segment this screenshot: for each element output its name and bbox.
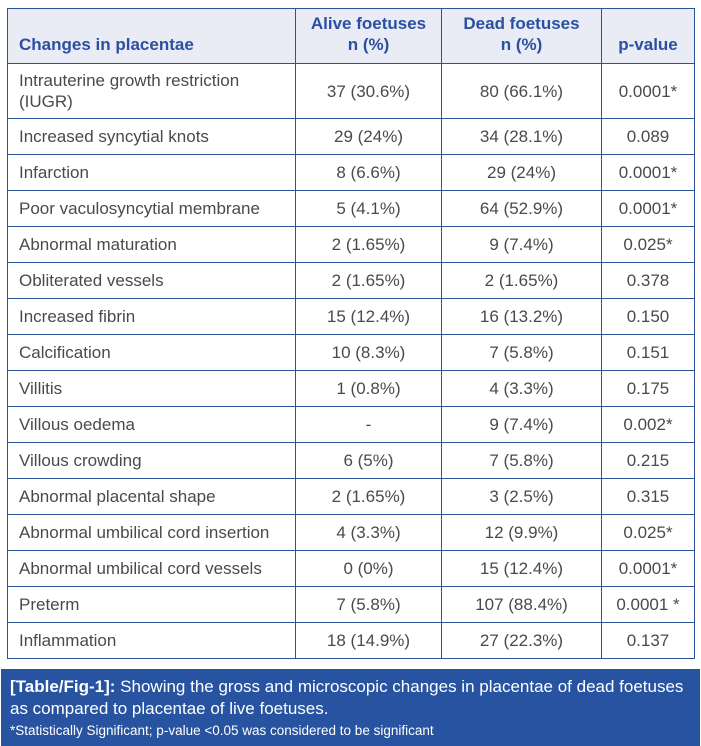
table-row: Poor vaculosyncytial membrane 5 (4.1%) 64 … — [7, 190, 695, 227]
cell-alive-n-pct: 5 (4.1%) — [295, 190, 442, 227]
cell-p-value: 0.150 — [601, 298, 695, 335]
table-header: Changes in placentae Alive foetuses n (%… — [7, 8, 695, 64]
cell-dead-n-pct: 107 (88.4%) — [441, 586, 602, 623]
cell-alive-n-pct: 1 (0.8%) — [295, 370, 442, 407]
cell-p-value: 0.025* — [601, 514, 695, 551]
cell-change: Abnormal umbilical cord insertion — [7, 514, 296, 551]
table-row: Inflammation 18 (14.9%) 27 (22.3%) 0.137 — [7, 622, 695, 659]
cell-p-value: 0.175 — [601, 370, 695, 407]
cell-alive-n-pct: 29 (24%) — [295, 118, 442, 155]
cell-dead-n-pct: 80 (66.1%) — [441, 63, 602, 119]
cell-p-value: 0.137 — [601, 622, 695, 659]
cell-alive-n-pct: - — [295, 406, 442, 443]
cell-p-value: 0.0001 * — [601, 586, 695, 623]
cell-change: Obliterated vessels — [7, 262, 296, 299]
table-row: Infarction 8 (6.6%) 29 (24%) 0.0001* — [7, 154, 695, 191]
cell-alive-n-pct: 37 (30.6%) — [295, 63, 442, 119]
cell-dead-n-pct: 16 (13.2%) — [441, 298, 602, 335]
table-row: Preterm 7 (5.8%) 107 (88.4%) 0.0001 * — [7, 586, 695, 623]
figure-caption: [Table/Fig-1]: Showing the gross and mic… — [10, 676, 691, 720]
cell-alive-n-pct: 15 (12.4%) — [295, 298, 442, 335]
cell-change: Abnormal placental shape — [7, 478, 296, 515]
cell-dead-n-pct: 29 (24%) — [441, 154, 602, 191]
table-row: Abnormal placental shape 2 (1.65%) 3 (2.5%… — [7, 478, 695, 515]
cell-alive-n-pct: 7 (5.8%) — [295, 586, 442, 623]
cell-alive-n-pct: 4 (3.3%) — [295, 514, 442, 551]
cell-alive-n-pct: 2 (1.65%) — [295, 478, 442, 515]
table-row: Obliterated vessels 2 (1.65%) 2 (1.65%) 0.3… — [7, 262, 695, 299]
cell-dead-n-pct: 4 (3.3%) — [441, 370, 602, 407]
cell-dead-n-pct: 2 (1.65%) — [441, 262, 602, 299]
cell-p-value: 0.315 — [601, 478, 695, 515]
caption-label: [Table/Fig-1]: — [10, 677, 116, 696]
cell-alive-n-pct: 2 (1.65%) — [295, 262, 442, 299]
cell-dead-n-pct: 15 (12.4%) — [441, 550, 602, 587]
cell-change: Villous oedema — [7, 406, 296, 443]
cell-change: Increased syncytial knots — [7, 118, 296, 155]
cell-dead-n-pct: 9 (7.4%) — [441, 226, 602, 263]
cell-dead-n-pct: 34 (28.1%) — [441, 118, 602, 155]
table-row: Abnormal umbilical cord insertion 4 (3.3%… — [7, 514, 695, 551]
cell-change: Calcification — [7, 334, 296, 371]
cell-dead-n-pct: 3 (2.5%) — [441, 478, 602, 515]
table-row: Increased fibrin 15 (12.4%) 16 (13.2%) 0.15… — [7, 298, 695, 335]
cell-change: Abnormal umbilical cord vessels — [7, 550, 296, 587]
cell-change: Poor vaculosyncytial membrane — [7, 190, 296, 227]
caption-text: Showing the gross and microscopic change… — [10, 677, 684, 718]
table-row: Villous crowding 6 (5%) 7 (5.8%) 0.215 — [7, 442, 695, 479]
cell-alive-n-pct: 6 (5%) — [295, 442, 442, 479]
table-row: Villitis 1 (0.8%) 4 (3.3%) 0.175 — [7, 370, 695, 407]
cell-change: Increased fibrin — [7, 298, 296, 335]
cell-alive-n-pct: 2 (1.65%) — [295, 226, 442, 263]
cell-dead-n-pct: 7 (5.8%) — [441, 442, 602, 479]
cell-change: Abnormal maturation — [7, 226, 296, 263]
caption-footnote: *Statistically Significant; p-value <0.0… — [10, 723, 434, 738]
cell-p-value: 0.025* — [601, 226, 695, 263]
cell-dead-n-pct: 7 (5.8%) — [441, 334, 602, 371]
figure-caption-block: [Table/Fig-1]: Showing the gross and mic… — [1, 669, 700, 746]
cell-alive-n-pct: 10 (8.3%) — [295, 334, 442, 371]
table-row: Villous oedema -9 (7.4%) 0.002* — [7, 406, 695, 443]
table-row: Abnormal maturation 2 (1.65%) 9 (7.4%) 0.02… — [7, 226, 695, 263]
header-p-value: p-value — [601, 8, 695, 64]
table-row: Increased syncytial knots 29 (24%) 34 (28.… — [7, 118, 695, 155]
cell-p-value: 0.151 — [601, 334, 695, 371]
cell-p-value: 0.378 — [601, 262, 695, 299]
table-body: Intrauterine growth restriction (IUGR) 37… — [7, 63, 695, 659]
cell-change: Inflammation — [7, 622, 296, 659]
header-dead-foetuses: Dead foetuses n (%) — [441, 8, 602, 64]
cell-p-value: 0.002* — [601, 406, 695, 443]
cell-alive-n-pct: 18 (14.9%) — [295, 622, 442, 659]
table-row: Abnormal umbilical cord vessels 0 (0%) 15 … — [7, 550, 695, 587]
cell-change: Villous crowding — [7, 442, 296, 479]
cell-p-value: 0.0001* — [601, 154, 695, 191]
cell-alive-n-pct: 8 (6.6%) — [295, 154, 442, 191]
cell-p-value: 0.0001* — [601, 190, 695, 227]
cell-p-value: 0.089 — [601, 118, 695, 155]
header-alive-foetuses: Alive foetuses n (%) — [295, 8, 442, 64]
header-changes-in-placentae: Changes in placentae — [7, 8, 296, 64]
cell-dead-n-pct: 12 (9.9%) — [441, 514, 602, 551]
placentae-changes-table: Changes in placentae Alive foetuses n (%… — [7, 8, 695, 659]
cell-change: Intrauterine growth restriction (IUGR) — [7, 63, 296, 119]
table-row: Intrauterine growth restriction (IUGR) 37… — [7, 63, 695, 119]
cell-dead-n-pct: 64 (52.9%) — [441, 190, 602, 227]
cell-p-value: 0.0001* — [601, 550, 695, 587]
cell-p-value: 0.0001* — [601, 63, 695, 119]
cell-change: Preterm — [7, 586, 296, 623]
header-row: Changes in placentae Alive foetuses n (%… — [7, 8, 695, 64]
cell-change: Villitis — [7, 370, 296, 407]
cell-dead-n-pct: 27 (22.3%) — [441, 622, 602, 659]
cell-alive-n-pct: 0 (0%) — [295, 550, 442, 587]
cell-change: Infarction — [7, 154, 296, 191]
cell-dead-n-pct: 9 (7.4%) — [441, 406, 602, 443]
cell-p-value: 0.215 — [601, 442, 695, 479]
table-row: Calcification 10 (8.3%) 7 (5.8%) 0.151 — [7, 334, 695, 371]
